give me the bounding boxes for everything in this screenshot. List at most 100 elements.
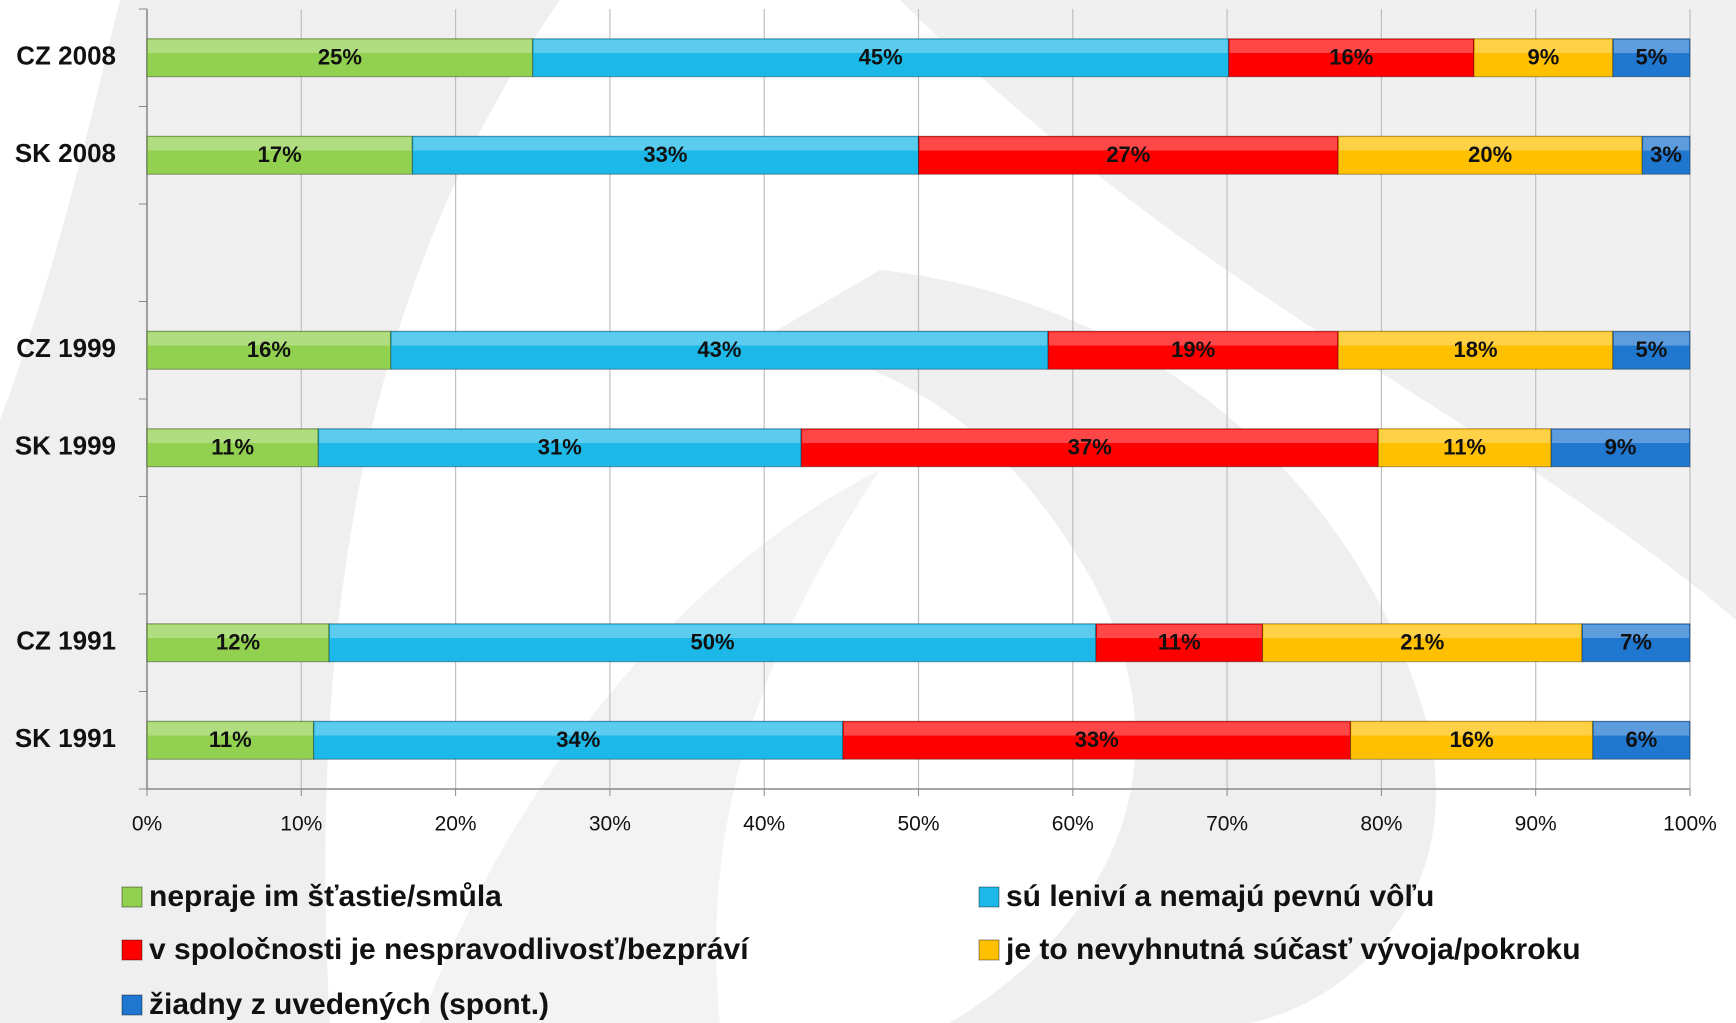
bar-highlight xyxy=(314,722,842,736)
bar-highlight xyxy=(148,137,412,151)
value-label: 33% xyxy=(1075,727,1119,752)
legend-swatch xyxy=(121,886,143,908)
value-label: 31% xyxy=(538,435,582,460)
bar-segment xyxy=(1473,38,1614,78)
x-tick-label: 50% xyxy=(897,813,939,836)
x-tick-label: 100% xyxy=(1663,813,1717,836)
bar-segment xyxy=(1228,38,1475,78)
bar-highlight xyxy=(148,332,390,346)
bar-segment xyxy=(146,330,392,370)
x-tick-label: 30% xyxy=(589,813,631,836)
value-label: 19% xyxy=(1171,337,1215,362)
value-label: 16% xyxy=(1450,727,1494,752)
bar-highlight xyxy=(1613,332,1689,346)
x-tick-label: 90% xyxy=(1515,813,1557,836)
category-label: SK 2008 xyxy=(15,138,116,168)
bar-segment xyxy=(1550,428,1691,468)
bar-highlight xyxy=(1593,722,1689,736)
value-label: 16% xyxy=(1329,45,1373,70)
bar-segment xyxy=(1377,428,1552,468)
bar-highlight xyxy=(319,429,801,444)
bar-highlight xyxy=(1474,39,1612,54)
x-tick-label: 80% xyxy=(1360,813,1402,836)
x-tick-label: 0% xyxy=(132,813,162,836)
value-label: 9% xyxy=(1605,435,1637,460)
value-label: 27% xyxy=(1106,142,1150,167)
legend-label: žiadny z uvedených (spont.) xyxy=(149,988,549,1021)
value-label: 21% xyxy=(1400,630,1444,655)
bar-segment xyxy=(918,135,1339,175)
value-label: 17% xyxy=(258,142,302,167)
bar-segment xyxy=(842,720,1352,760)
bar-segment xyxy=(146,428,319,468)
legend-label: je to nevyhnutná súčasť vývoja/pokroku xyxy=(1005,933,1581,966)
value-label: 50% xyxy=(690,630,734,655)
bar-highlight xyxy=(1229,39,1473,54)
bar-highlight xyxy=(391,332,1048,346)
bar-segment xyxy=(313,720,844,760)
bar-segment xyxy=(1612,330,1691,370)
bar-highlight xyxy=(1339,332,1612,346)
value-label: 12% xyxy=(216,630,260,655)
value-label: 37% xyxy=(1068,435,1112,460)
value-label: 6% xyxy=(1625,727,1657,752)
bar-highlight xyxy=(1351,722,1592,736)
value-label: 11% xyxy=(211,435,254,460)
bar-highlight xyxy=(1582,624,1689,639)
bar-highlight xyxy=(802,429,1378,444)
bar-segment xyxy=(146,135,413,175)
category-label: CZ 1991 xyxy=(16,626,116,656)
category-label: CZ 2008 xyxy=(16,41,116,71)
legend-swatch xyxy=(121,939,143,961)
bar-segment xyxy=(1047,330,1339,370)
legend-label: sú leniví a nemajú pevnú vôľu xyxy=(1006,880,1434,913)
bar-segment xyxy=(1581,623,1691,663)
bar-highlight xyxy=(148,722,313,736)
value-label: 5% xyxy=(1636,45,1668,70)
category-label: SK 1999 xyxy=(15,431,116,461)
bar-segment xyxy=(146,720,315,760)
x-tick-label: 10% xyxy=(280,813,322,836)
bar-highlight xyxy=(148,624,329,639)
x-tick-label: 60% xyxy=(1052,813,1094,836)
bar-segment xyxy=(146,623,330,663)
value-label: 45% xyxy=(859,45,903,70)
bar-highlight xyxy=(1339,137,1642,151)
value-label: 43% xyxy=(697,337,741,362)
bar-segment xyxy=(800,428,1379,468)
value-label: 5% xyxy=(1636,337,1668,362)
x-tick-label: 40% xyxy=(743,813,785,836)
bar-highlight xyxy=(148,39,532,54)
bar-highlight xyxy=(1096,624,1262,639)
value-label: 11% xyxy=(209,727,252,752)
bar-segment xyxy=(1592,720,1691,760)
value-label: 34% xyxy=(556,727,600,752)
bar-segment xyxy=(317,428,802,468)
bar-highlight xyxy=(1643,137,1689,151)
value-label: 33% xyxy=(643,142,687,167)
category-label: SK 1991 xyxy=(15,723,116,753)
legend-label: v spoločnosti je nespravodlivosť/bezpráv… xyxy=(149,933,750,966)
bar-segment xyxy=(1612,38,1691,78)
bar-highlight xyxy=(1379,429,1551,444)
bar-segment xyxy=(1337,135,1643,175)
bar-highlight xyxy=(413,137,918,151)
bar-highlight xyxy=(1049,332,1338,346)
value-label: 7% xyxy=(1620,630,1652,655)
x-tick-label: 70% xyxy=(1206,813,1248,836)
value-label: 20% xyxy=(1468,142,1512,167)
bar-highlight xyxy=(330,624,1095,639)
x-tick-label: 20% xyxy=(435,813,477,836)
legend-label: nepraje im šťastie/smůla xyxy=(149,880,502,913)
value-label: 11% xyxy=(1158,630,1201,655)
bar-highlight xyxy=(1263,624,1581,639)
legend-swatch xyxy=(978,939,1000,961)
value-label: 9% xyxy=(1528,45,1560,70)
bar-segment xyxy=(390,330,1049,370)
bar-segment xyxy=(1350,720,1594,760)
bar-segment xyxy=(328,623,1097,663)
bar-highlight xyxy=(1552,429,1689,444)
bar-highlight xyxy=(533,39,1228,54)
value-label: 16% xyxy=(247,337,291,362)
